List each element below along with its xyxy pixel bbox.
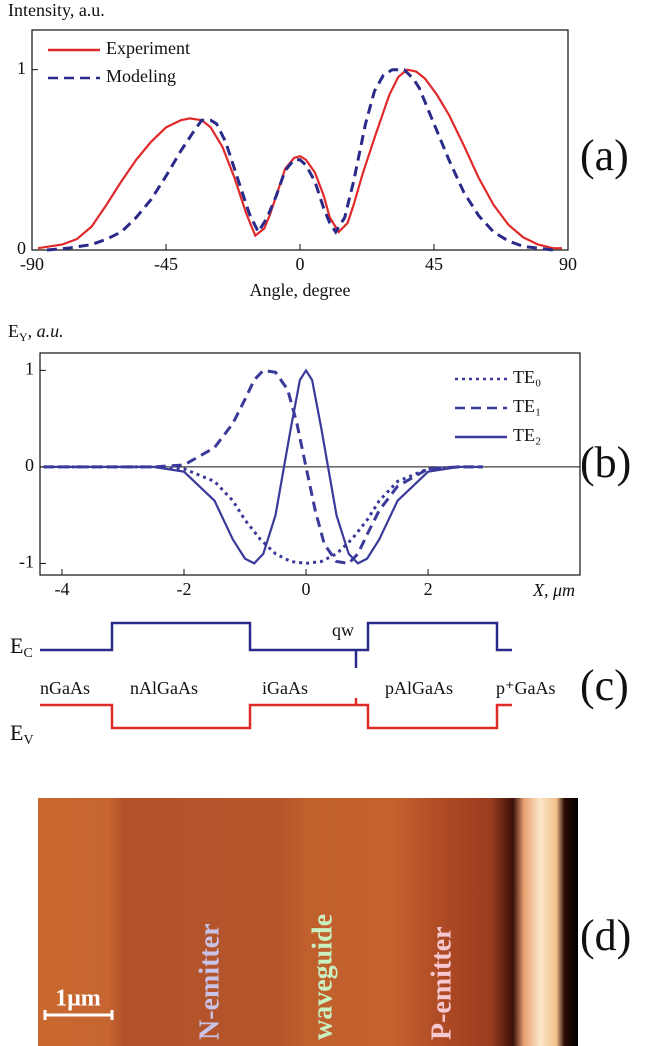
panel-label: (c) <box>580 661 629 710</box>
layer-label: iGaAs <box>262 678 308 698</box>
region-label: P-emitter <box>426 927 457 1040</box>
plot-frame <box>40 353 580 575</box>
y-axis-label: Intensity, a.u. <box>8 0 105 20</box>
legend-label: Modeling <box>106 66 176 86</box>
layer-label: nAlGaAs <box>130 678 198 698</box>
conduction-band <box>40 623 512 668</box>
y-tick-label: 1 <box>17 58 26 78</box>
x-axis-label: Angle, degree <box>250 280 351 300</box>
y-tick-label: -1 <box>19 552 34 572</box>
x-tick-label: 0 <box>296 254 305 274</box>
scale-bar-label: 1μm <box>55 986 101 1012</box>
y-tick-label: 0 <box>17 238 26 258</box>
x-tick-label: 0 <box>302 579 311 599</box>
ec-sub: C <box>23 646 32 661</box>
layer-label: p⁺GaAs <box>496 678 556 698</box>
legend-label: TE₀ <box>513 367 541 387</box>
y-axis-label-rest: , a.u. <box>28 321 64 341</box>
ev: E <box>10 720 23 745</box>
x-tick-label: 45 <box>425 254 443 274</box>
layer-label: pAlGaAs <box>385 678 453 698</box>
sem-image: N-emitter waveguide P-emitter 1μm (d) <box>38 798 631 1046</box>
y-axis-label-main: E <box>8 321 19 341</box>
qw-label: qw <box>332 620 354 640</box>
legend-label: TE₁ <box>513 396 541 416</box>
band-diagram: EC EV qw nGaAs nAlGaAs iGaAs pAlGaAs p⁺G… <box>10 620 629 748</box>
y-tick-label: 1 <box>25 358 34 378</box>
x-tick-label: -4 <box>54 579 69 599</box>
figure: -90-450459001Intensity, a.u.Angle, degre… <box>0 0 649 1046</box>
x-tick-label: -2 <box>177 579 192 599</box>
plot-frame <box>32 30 568 250</box>
layer-label: nGaAs <box>40 678 90 698</box>
legend-label: Experiment <box>106 38 190 58</box>
y-axis-label-sub: Y <box>19 330 28 344</box>
legend-label: TE₂ <box>513 425 541 445</box>
ev-label: EV <box>10 720 34 748</box>
region-label: N-emitter <box>194 923 225 1040</box>
ec-label: EC <box>10 633 33 661</box>
valence-band <box>40 698 512 728</box>
panel-label: (b) <box>580 438 631 487</box>
x-tick-label: 2 <box>424 579 433 599</box>
x-axis-label: X, μm <box>532 580 575 600</box>
y-tick-label: 0 <box>25 455 34 475</box>
x-tick-label: -45 <box>154 254 178 274</box>
y-axis-label: EY, a.u. <box>8 321 64 344</box>
ev-sub: V <box>23 733 33 748</box>
panel-label: (a) <box>580 131 629 180</box>
region-label: waveguide <box>307 914 338 1040</box>
panel-label: (d) <box>580 911 631 960</box>
x-tick-label: 90 <box>559 254 577 274</box>
ec: E <box>10 633 23 658</box>
series-line <box>47 70 553 250</box>
